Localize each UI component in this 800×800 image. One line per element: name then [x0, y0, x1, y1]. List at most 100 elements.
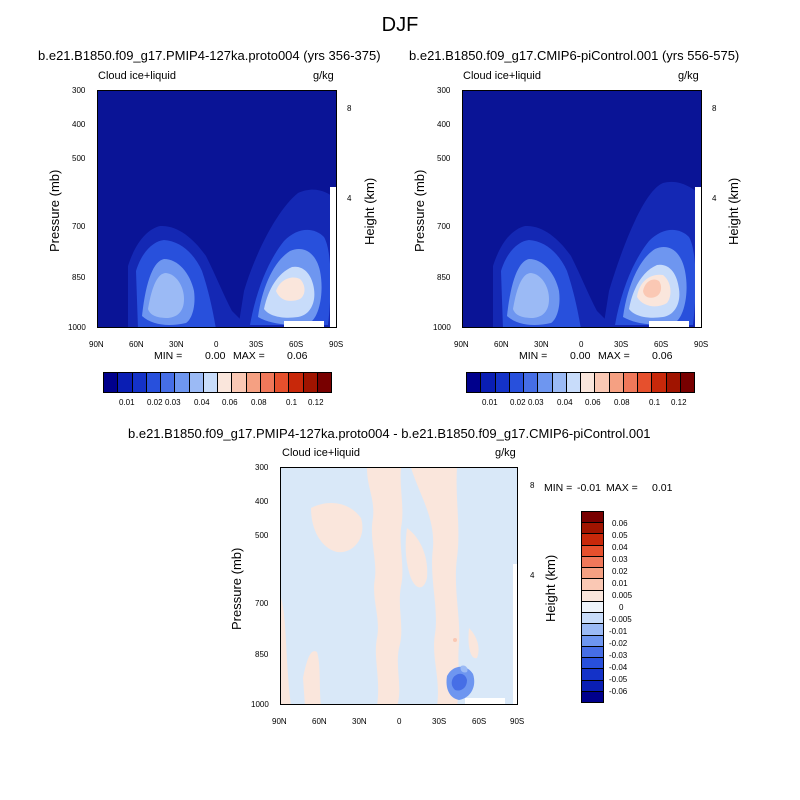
panel1-xtick: 90S — [329, 340, 344, 349]
panel2-variable: Cloud ice+liquid — [463, 70, 541, 82]
colorbar-swatch — [582, 568, 603, 580]
panel2-xtick: 60N — [494, 340, 509, 349]
panel3-xtick: 0 — [397, 717, 402, 726]
panel1-max-label: MAX = — [233, 350, 265, 362]
panel1-xtick: 60S — [289, 340, 304, 349]
colorbar-swatch — [218, 373, 233, 392]
colorbar-swatch — [303, 373, 318, 392]
panel3-colorbar-label: -0.01 — [609, 627, 628, 636]
panel1-ytick: 400 — [72, 120, 86, 129]
panel2-max-value: 0.06 — [652, 350, 673, 362]
panel2-ylabel: Pressure (mb) — [412, 169, 427, 252]
panel3-xtick: 30S — [432, 717, 447, 726]
panel2-field — [463, 91, 701, 327]
panel1-colorbar-label: 0.01 — [119, 398, 135, 407]
panel2-ytick: 1000 — [433, 323, 451, 332]
panel2-y2tick: 4 — [712, 194, 717, 203]
colorbar-swatch — [175, 373, 190, 392]
colorbar-swatch — [582, 635, 603, 647]
colorbar-swatch — [467, 373, 482, 392]
panel2-units: g/kg — [678, 70, 699, 82]
panel2-colorbar-label: 0.04 — [557, 398, 573, 407]
colorbar-swatch — [289, 373, 304, 392]
panel3-y2tick: 8 — [530, 481, 535, 490]
colorbar-swatch — [582, 669, 603, 681]
panel2-plot — [462, 90, 702, 328]
panel1-y2label: Height (km) — [362, 177, 377, 245]
panel3-colorbar-label: -0.03 — [609, 651, 628, 660]
panel3-ylabel: Pressure (mb) — [229, 547, 244, 630]
colorbar-swatch — [203, 373, 218, 392]
colorbar-swatch — [582, 624, 603, 636]
panel3-colorbar-label: 0.02 — [612, 567, 628, 576]
panel3-colorbar-label: 0.06 — [612, 519, 628, 528]
panel3-field — [281, 468, 517, 704]
panel3-title: b.e21.B1850.f09_g17.PMIP4-127ka.proto004… — [128, 426, 651, 441]
panel3-xtick: 90N — [272, 717, 287, 726]
panel1-ylabel: Pressure (mb) — [47, 169, 62, 252]
panel1-max-value: 0.06 — [287, 350, 308, 362]
panel3-max-value: 0.01 — [652, 482, 673, 494]
colorbar-swatch — [132, 373, 147, 392]
colorbar-swatch — [582, 601, 603, 614]
panel1-field — [98, 91, 336, 327]
colorbar-swatch — [189, 373, 204, 392]
colorbar-swatch — [582, 590, 603, 602]
panel2-colorbar-label: 0.08 — [614, 398, 630, 407]
panel2-xtick: 90N — [454, 340, 469, 349]
panel3-min-value: -0.01 — [577, 482, 601, 494]
panel3-units: g/kg — [495, 447, 516, 459]
panel1-ytick: 850 — [72, 273, 86, 282]
panel1-plot — [97, 90, 337, 328]
panel1-colorbar-label: 0.04 — [194, 398, 210, 407]
panel3-y2label: Height (km) — [543, 554, 558, 622]
colorbar-swatch — [623, 373, 638, 392]
colorbar-swatch — [495, 373, 510, 392]
panel3-ytick: 300 — [255, 463, 269, 472]
panel3-colorbar-label: 0.05 — [612, 531, 628, 540]
panel1-ytick: 700 — [72, 222, 86, 231]
colorbar-swatch — [524, 373, 539, 392]
panel1-xtick: 0 — [214, 340, 219, 349]
panel3-ytick: 400 — [255, 497, 269, 506]
panel2-y2label: Height (km) — [726, 177, 741, 245]
panel3-plot — [280, 467, 518, 705]
panel3-xtick: 60N — [312, 717, 327, 726]
panel1-ytick: 500 — [72, 154, 86, 163]
colorbar-swatch — [609, 373, 624, 392]
colorbar-swatch — [582, 579, 603, 591]
colorbar-swatch — [582, 556, 603, 569]
panel3-ytick: 850 — [255, 650, 269, 659]
panel3-variable: Cloud ice+liquid — [282, 447, 360, 459]
panel3-colorbar-label: -0.02 — [609, 639, 628, 648]
colorbar-swatch — [509, 373, 524, 392]
colorbar-swatch — [582, 512, 603, 524]
colorbar-swatch — [666, 373, 681, 392]
panel2-colorbar — [466, 372, 695, 393]
colorbar-swatch — [680, 373, 694, 392]
colorbar-swatch — [582, 613, 603, 625]
panel1-xtick: 60N — [129, 340, 144, 349]
panel1-variable: Cloud ice+liquid — [98, 70, 176, 82]
panel2-xtick: 60S — [654, 340, 669, 349]
panel1-colorbar-label: 0.06 — [222, 398, 238, 407]
colorbar-swatch — [582, 523, 603, 535]
panel3-y2tick: 4 — [530, 571, 535, 580]
panel3-colorbar-label: -0.04 — [609, 663, 628, 672]
panel1-units: g/kg — [313, 70, 334, 82]
panel1-xtick: 30S — [249, 340, 264, 349]
panel1-title: b.e21.B1850.f09_g17.PMIP4-127ka.proto004… — [38, 48, 381, 63]
panel2-min-value: 0.00 — [570, 350, 591, 362]
panel1-y2tick: 8 — [347, 104, 352, 113]
panel2-min-label: MIN = — [519, 350, 548, 362]
panel2-ytick: 850 — [437, 273, 451, 282]
panel1-colorbar — [103, 372, 332, 393]
colorbar-swatch — [582, 658, 603, 670]
panel3-ytick: 700 — [255, 599, 269, 608]
panel2-colorbar-label: 0.03 — [528, 398, 544, 407]
panel3-colorbar-label: 0.04 — [612, 543, 628, 552]
colorbar-swatch — [104, 373, 119, 392]
panel1-colorbar-label: 0.03 — [165, 398, 181, 407]
colorbar-swatch — [481, 373, 496, 392]
panel2-xtick: 30N — [534, 340, 549, 349]
